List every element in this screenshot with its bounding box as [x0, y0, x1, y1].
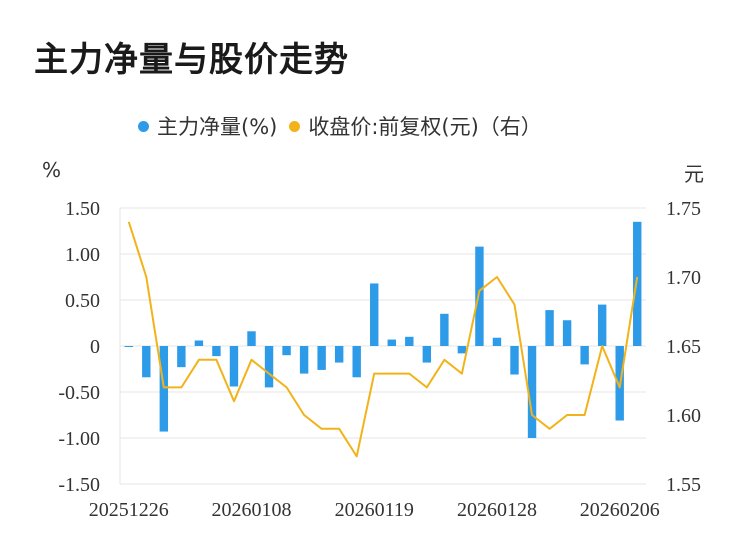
right-axis-unit: 元: [684, 162, 704, 186]
bar: [492, 337, 502, 346]
bar: [159, 346, 169, 432]
bar: [177, 346, 186, 368]
left-tick-label: -1.50: [58, 474, 100, 496]
legend-label-close-price: 收盘价:前复权(元)（右）: [308, 115, 542, 139]
chart-title: 主力净量与股价走势: [34, 40, 349, 80]
bar: [370, 283, 379, 346]
legend: 主力净量(%) 收盘价:前复权(元)（右）: [138, 112, 554, 140]
bar: [562, 320, 572, 346]
right-tick-label: 1.55: [666, 474, 701, 496]
left-tick-label: 1.00: [65, 244, 100, 266]
legend-item-close-price[interactable]: 收盘价:前复权(元)（右）: [289, 111, 542, 141]
bar: [457, 346, 467, 354]
bar: [405, 336, 414, 346]
right-tick-label: 1.65: [666, 336, 701, 358]
left-axis-unit: %: [42, 158, 62, 182]
legend-label-net-volume: 主力净量(%): [157, 115, 278, 139]
bar: [317, 346, 326, 370]
x-tick-label: 20260206: [580, 499, 660, 521]
bar: [387, 339, 396, 346]
left-tick-label: 0.50: [65, 290, 100, 312]
x-tick-label: 20260119: [335, 499, 414, 521]
bar: [247, 331, 256, 346]
left-tick-label: -0.50: [58, 382, 100, 404]
left-tick-label: 0: [90, 336, 100, 358]
bar: [194, 340, 204, 346]
bar: [597, 304, 607, 346]
bar: [229, 346, 239, 387]
bar: [440, 313, 449, 346]
legend-dot-yellow-icon: [289, 120, 301, 132]
left-tick-label: 1.50: [65, 198, 100, 220]
bar: [124, 346, 133, 347]
right-tick-label: 1.60: [666, 405, 701, 427]
x-tick-label: 20260128: [457, 499, 537, 521]
x-tick-label: 20251226: [89, 499, 169, 521]
bar: [510, 346, 519, 375]
bar: [545, 310, 554, 346]
legend-item-net-volume[interactable]: 主力净量(%): [138, 111, 277, 141]
bar: [282, 346, 291, 356]
bar: [352, 346, 361, 378]
bar: [264, 346, 274, 388]
bar: [475, 246, 484, 346]
bar: [580, 346, 589, 365]
legend-dot-blue-icon: [138, 120, 149, 132]
price-line: [127, 221, 639, 458]
right-tick-label: 1.70: [666, 267, 701, 289]
x-tick-label: 20260108: [212, 499, 292, 521]
bar: [527, 346, 537, 438]
bar: [633, 221, 642, 346]
left-tick-label: -1.00: [58, 428, 100, 450]
bar: [299, 346, 309, 374]
bar: [334, 346, 344, 363]
bar: [422, 346, 432, 363]
right-tick-label: 1.75: [666, 198, 701, 220]
bar: [212, 346, 221, 357]
bar: [142, 346, 151, 378]
